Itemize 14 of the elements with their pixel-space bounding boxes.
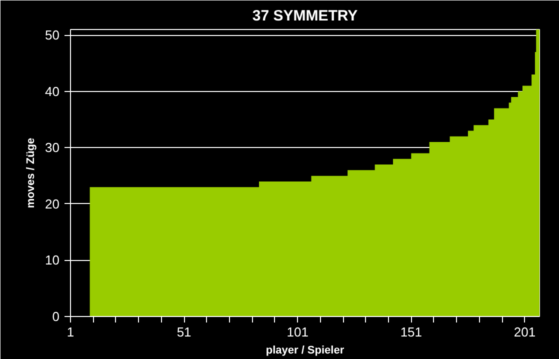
y-tick-label: 10 (45, 252, 60, 268)
y-tick-label: 50 (45, 28, 60, 43)
x-tick-label: 1 (66, 324, 74, 340)
x-tick-label: 151 (400, 324, 422, 340)
y-tick-label: 0 (52, 309, 60, 324)
x-tick-label: 201 (514, 324, 536, 340)
x-tick-label: 51 (176, 324, 192, 340)
y-tick-label: 40 (45, 84, 60, 99)
y-axis-title: moves / Züge (25, 138, 38, 208)
y-tick-label: 30 (45, 140, 60, 156)
chart-title: 37 SYMMETRY (252, 8, 358, 24)
y-tick-label: 20 (45, 196, 60, 212)
x-tick-label: 101 (286, 324, 308, 340)
x-axis-title: player / Spieler (266, 344, 345, 356)
